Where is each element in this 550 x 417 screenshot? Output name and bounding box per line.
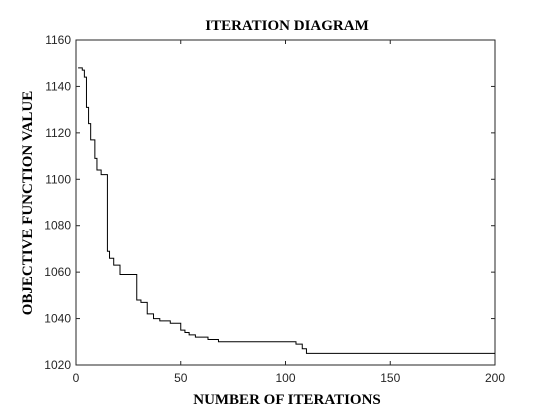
tick-labels: 0 50 100 150 200 1020 1040 1060 1080 1100 1120 1140… <box>44 33 505 385</box>
y-tick-label: 1160 <box>45 33 71 47</box>
y-tick-label: 1020 <box>44 358 71 372</box>
y-axis-label: OBJECTIVE FUNCTION VALUE <box>20 91 36 316</box>
x-tick-label: 100 <box>275 371 295 385</box>
series-line <box>78 67 495 354</box>
y-tick-label: 1100 <box>45 172 71 186</box>
x-tick-label: 50 <box>174 371 188 385</box>
y-tick-label: 1080 <box>44 219 71 233</box>
y-tick-label: 1060 <box>44 265 71 279</box>
chart-title: ITERATION DIAGRAM <box>205 18 368 34</box>
axis-ticks <box>75 39 496 366</box>
x-tick-label: 200 <box>485 371 505 385</box>
x-axis-label: NUMBER OF ITERATIONS <box>193 392 381 408</box>
plot-area <box>75 39 496 366</box>
y-tick-label: 1120 <box>45 126 71 140</box>
x-tick-label: 0 <box>73 371 80 385</box>
y-tick-label: 1140 <box>45 79 71 93</box>
x-tick-label: 150 <box>380 371 400 385</box>
y-tick-label: 1040 <box>44 312 71 326</box>
